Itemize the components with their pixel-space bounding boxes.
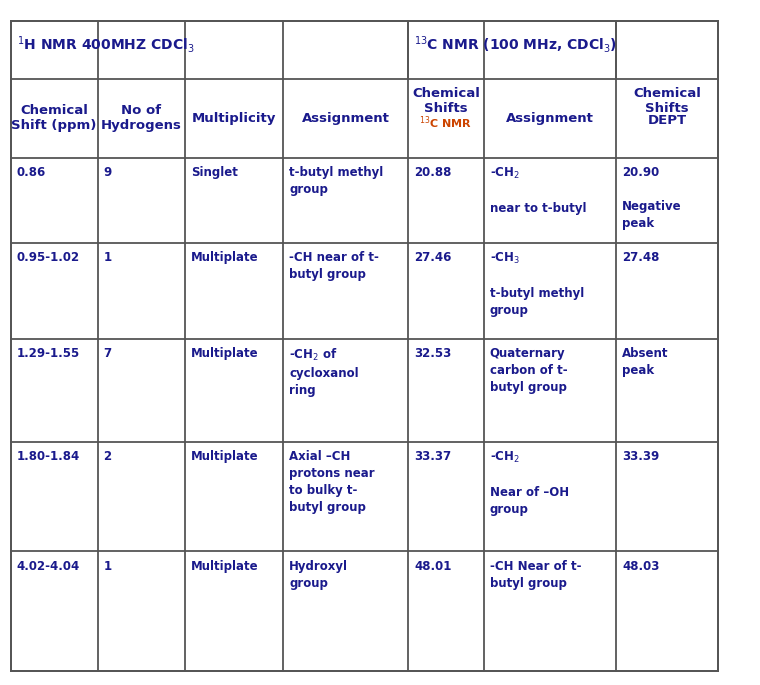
- Text: Multiplate: Multiplate: [191, 347, 258, 360]
- Text: Multiplate: Multiplate: [191, 450, 258, 463]
- Text: 0.86: 0.86: [17, 166, 46, 179]
- Text: DEPT: DEPT: [648, 114, 687, 127]
- Text: -CH$_2$

Near of –OH
group: -CH$_2$ Near of –OH group: [489, 450, 568, 516]
- Text: Multiplicity: Multiplicity: [192, 112, 276, 125]
- Text: t-butyl methyl
group: t-butyl methyl group: [289, 166, 383, 196]
- Text: Multiplate: Multiplate: [191, 560, 258, 573]
- Text: Hydroxyl
group: Hydroxyl group: [289, 560, 348, 590]
- Text: No of
Hydrogens: No of Hydrogens: [100, 104, 182, 132]
- Text: 9: 9: [103, 166, 112, 179]
- Text: Singlet: Singlet: [191, 166, 238, 179]
- Text: -CH$_2$

near to t-butyl: -CH$_2$ near to t-butyl: [489, 166, 586, 215]
- Text: Multiplate: Multiplate: [191, 251, 258, 264]
- Text: 1: 1: [103, 251, 112, 264]
- Text: Absent
peak: Absent peak: [622, 347, 669, 377]
- Text: 0.95-1.02: 0.95-1.02: [17, 251, 80, 264]
- Text: 1.80-1.84: 1.80-1.84: [17, 450, 80, 463]
- Text: -CH$_3$

t-butyl methyl
group: -CH$_3$ t-butyl methyl group: [489, 251, 584, 317]
- Text: 7: 7: [103, 347, 112, 360]
- Text: 4.02-4.04: 4.02-4.04: [17, 560, 80, 573]
- Text: 27.46: 27.46: [414, 251, 451, 264]
- Text: 20.90

Negative
peak: 20.90 Negative peak: [622, 166, 682, 229]
- Text: Chemical
Shifts: Chemical Shifts: [412, 87, 480, 115]
- Text: 32.53: 32.53: [414, 347, 451, 360]
- Text: $^{13}$C NMR: $^{13}$C NMR: [420, 114, 472, 131]
- Text: Axial –CH
protons near
to bulky t-
butyl group: Axial –CH protons near to bulky t- butyl…: [289, 450, 375, 514]
- Text: 1.29-1.55: 1.29-1.55: [17, 347, 80, 360]
- Text: 33.39: 33.39: [622, 450, 660, 463]
- Text: -CH near of t-
butyl group: -CH near of t- butyl group: [289, 251, 379, 282]
- Text: Chemical
Shifts: Chemical Shifts: [633, 87, 701, 115]
- Text: Assignment: Assignment: [506, 112, 594, 125]
- Text: 2: 2: [103, 450, 112, 463]
- Text: 1: 1: [103, 560, 112, 573]
- Text: $^{13}$C NMR (100 MHz, CDCl$_{3}$): $^{13}$C NMR (100 MHz, CDCl$_{3}$): [414, 34, 617, 55]
- Text: Chemical
Shift (ppm): Chemical Shift (ppm): [11, 104, 97, 132]
- Text: 33.37: 33.37: [414, 450, 451, 463]
- Text: 27.48: 27.48: [622, 251, 660, 264]
- Text: 48.01: 48.01: [414, 560, 451, 573]
- Text: Assignment: Assignment: [302, 112, 389, 125]
- Text: $^{1}$H NMR 400MHZ CDCl$_{3}$: $^{1}$H NMR 400MHZ CDCl$_{3}$: [17, 34, 194, 55]
- Text: -CH$_2$ of
cycloxanol
ring: -CH$_2$ of cycloxanol ring: [289, 347, 359, 397]
- Text: Quaternary
carbon of t-
butyl group: Quaternary carbon of t- butyl group: [489, 347, 568, 395]
- Text: 20.88: 20.88: [414, 166, 451, 179]
- Text: 48.03: 48.03: [622, 560, 660, 573]
- Text: -CH Near of t-
butyl group: -CH Near of t- butyl group: [489, 560, 581, 590]
